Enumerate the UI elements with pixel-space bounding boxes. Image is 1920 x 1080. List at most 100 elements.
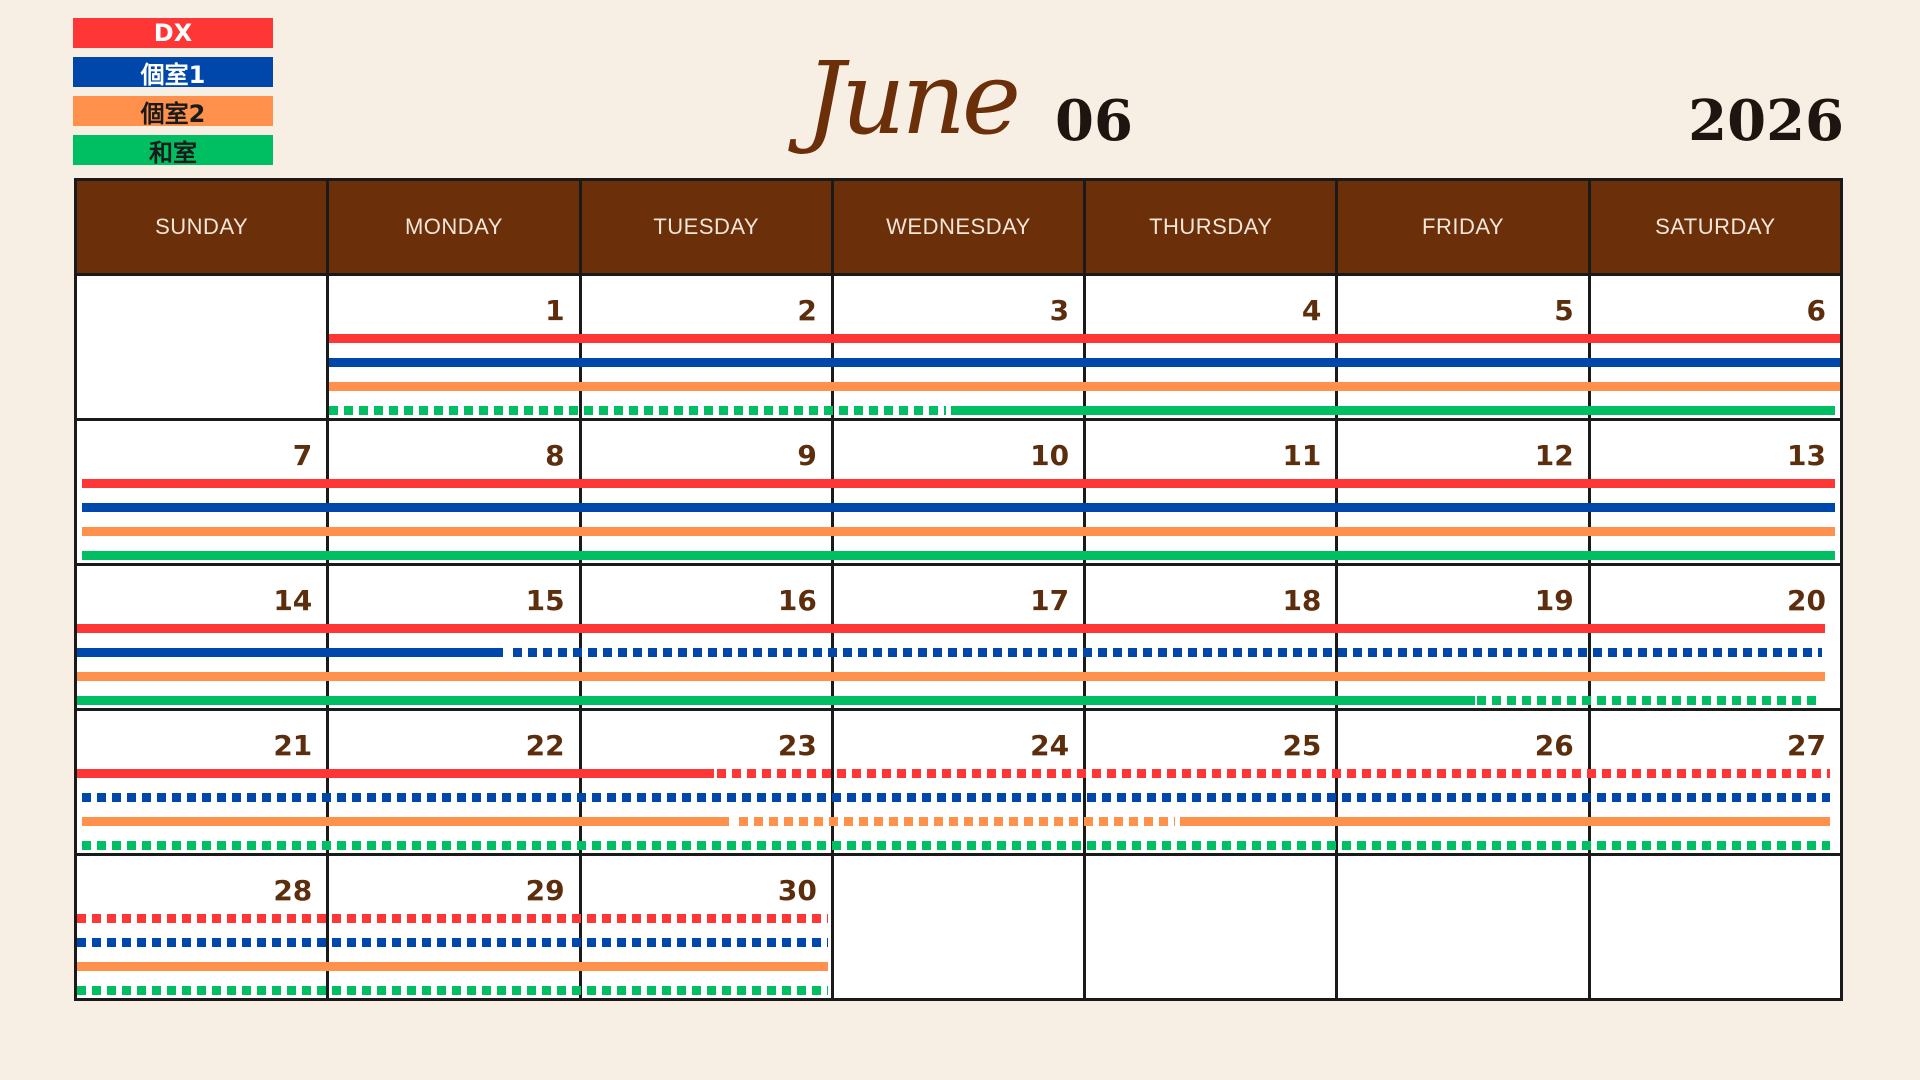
day-number: 7 [292,439,313,472]
day-cell[interactable]: 18 [1083,566,1335,708]
reservation-bar-private-room-2-solid[interactable] [82,817,730,826]
day-cell[interactable]: 17 [830,566,1083,708]
day-number: 18 [1282,584,1322,617]
weekday-friday: FRIDAY [1335,181,1587,273]
weekday-thursday: THURSDAY [1083,181,1335,273]
reservation-bar-japanese-room-dotted[interactable] [77,986,828,995]
legend-item: 和室 [73,135,273,167]
day-number: 19 [1534,584,1574,617]
day-number: 3 [1049,294,1070,327]
legend-item: 個室1 [73,57,273,89]
weekday-header: SUNDAY MONDAY TUESDAY WEDNESDAY THURSDAY FRID… [77,181,1840,276]
reservation-bar-dx-dotted[interactable] [77,914,828,923]
day-cell[interactable]: 10 [830,421,1083,563]
year: 2026 [1688,88,1844,154]
day-number: 13 [1787,439,1826,472]
day-cell[interactable]: 6 [1587,276,1840,418]
day-cell[interactable]: 14 [77,566,326,708]
weekday-sunday: SUNDAY [155,214,249,239]
day-cell[interactable]: 26 [1335,711,1587,853]
day-cell[interactable]: 25 [1083,711,1335,853]
day-cell[interactable]: 15 [326,566,578,708]
legend-item: 個室2 [73,96,273,128]
reservation-bar-japanese-room-dotted[interactable] [82,841,1830,850]
day-cell [830,856,1083,998]
reservation-bar-dx-solid[interactable] [82,479,1835,488]
day-number: 16 [777,584,817,617]
weekday-saturday: SATURDAY [1587,181,1840,273]
week-row: 7 8 9 10 11 12 13 [77,421,1840,566]
day-cell[interactable]: 7 [77,421,326,563]
day-number: 23 [777,729,817,762]
month-name: June [805,40,1021,157]
weekday-monday: MONDAY [326,181,578,273]
day-number: 6 [1806,294,1826,327]
weekday-wednesday: WEDNESDAY [830,181,1083,273]
reservation-bar-private-room-1-dotted[interactable] [77,938,828,947]
day-cell [1335,856,1587,998]
reservation-bar-dx-solid[interactable] [77,769,715,778]
week-row: 28 29 30 [77,856,1840,998]
day-number: 25 [1282,729,1322,762]
day-number: 29 [525,874,565,907]
day-cell[interactable]: 21 [77,711,326,853]
reservation-bar-private-room-2-solid[interactable] [82,527,1835,536]
day-number: 9 [797,439,817,472]
day-number: 22 [525,729,565,762]
day-cell[interactable]: 20 [1587,566,1840,708]
day-cell[interactable]: 9 [578,421,831,563]
reservation-bar-private-room-1-dotted[interactable] [82,793,1830,802]
day-cell[interactable]: 16 [578,566,831,708]
day-number: 26 [1534,729,1574,762]
reservation-bar-japanese-room-dotted[interactable] [1477,696,1823,705]
day-cell[interactable]: 24 [830,711,1083,853]
day-number: 1 [545,294,565,327]
day-cell[interactable]: 19 [1335,566,1587,708]
reservation-bar-private-room-1-solid[interactable] [328,358,1840,367]
reservation-bar-private-room-1-dotted[interactable] [512,648,1823,657]
day-cell[interactable]: 11 [1083,421,1335,563]
reservation-bar-japanese-room-dotted[interactable] [328,406,946,415]
day-cell [1083,856,1335,998]
reservation-bar-japanese-room-solid[interactable] [82,551,1835,560]
day-cell[interactable]: 1 [326,276,578,418]
day-number: 11 [1282,439,1322,472]
day-number: 14 [273,584,313,617]
day-number: 27 [1787,729,1826,762]
day-number: 17 [1030,584,1070,617]
day-cell[interactable]: 3 [830,276,1083,418]
day-cell[interactable]: 12 [1335,421,1587,563]
day-number: 10 [1030,439,1070,472]
reservation-bar-japanese-room-solid[interactable] [77,696,1475,705]
day-cell[interactable]: 27 [1587,711,1840,853]
day-number: 24 [1030,729,1070,762]
day-number: 30 [777,874,817,907]
reservation-bar-private-room-2-solid[interactable] [328,382,1840,391]
day-number: 28 [273,874,313,907]
day-cell[interactable]: 22 [326,711,578,853]
reservation-bar-private-room-2-dotted[interactable] [739,817,1176,826]
reservation-bar-dx-solid[interactable] [77,624,1825,633]
day-number: 12 [1534,439,1574,472]
day-cell[interactable]: 29 [326,856,578,998]
day-cell[interactable]: 13 [1587,421,1840,563]
day-cell[interactable]: 28 [77,856,326,998]
reservation-bar-dx-dotted[interactable] [716,769,1830,778]
reservation-bar-private-room-2-solid[interactable] [77,962,828,971]
room-legend: DX 個室1 個室2 和室 [73,18,273,174]
day-cell[interactable]: 8 [326,421,578,563]
reservation-bar-private-room-2-solid[interactable] [1180,817,1830,826]
day-cell[interactable]: 23 [578,711,831,853]
day-cell[interactable]: 30 [578,856,831,998]
reservation-bar-private-room-2-solid[interactable] [77,672,1825,681]
day-cell[interactable]: 5 [1335,276,1587,418]
day-number: 5 [1554,294,1574,327]
reservation-bar-private-room-1-solid[interactable] [82,503,1835,512]
day-cell[interactable]: 2 [578,276,831,418]
reservation-bar-japanese-room-solid[interactable] [950,406,1835,415]
day-cell[interactable]: 4 [1083,276,1335,418]
reservation-bar-dx-solid[interactable] [328,334,1840,343]
week-row: 1 2 3 4 5 6 [77,276,1840,421]
reservation-bar-private-room-1-solid[interactable] [77,648,503,657]
legend-item: DX [73,18,273,48]
